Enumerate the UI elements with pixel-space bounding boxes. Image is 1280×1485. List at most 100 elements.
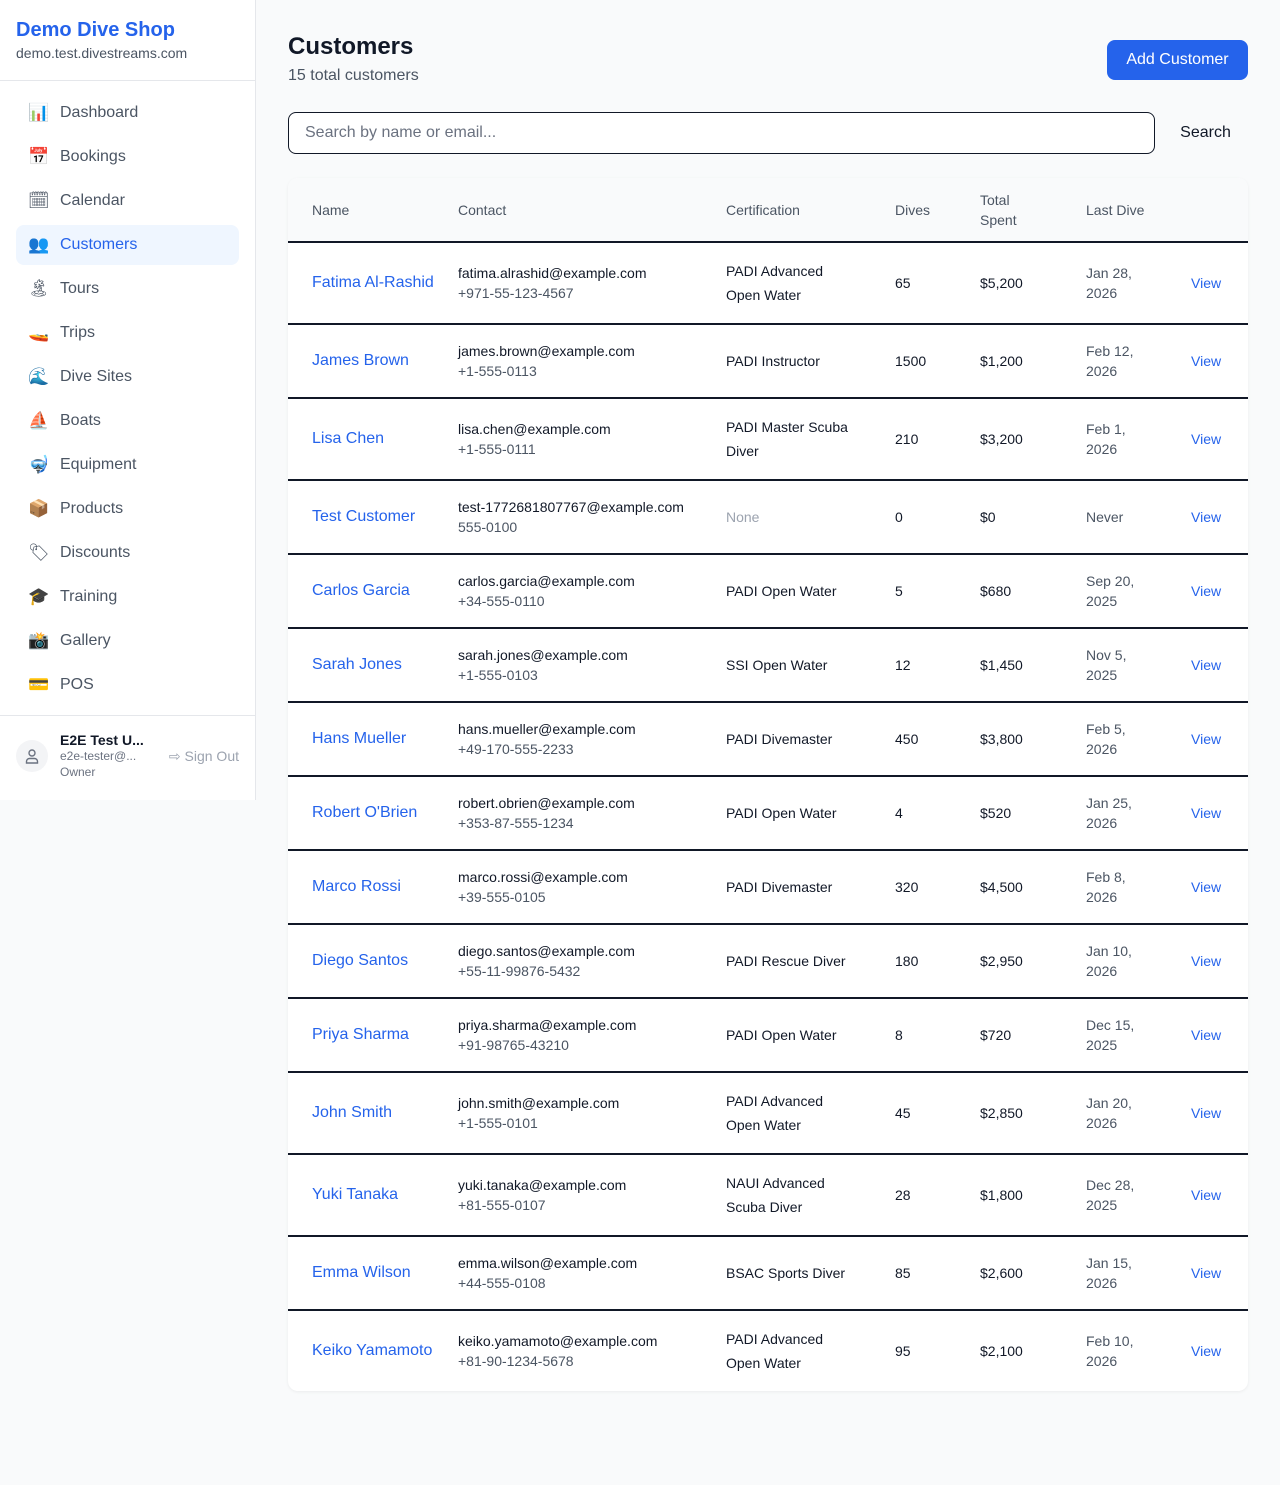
sidebar-item-bookings[interactable]: 📅 Bookings <box>16 137 239 177</box>
view-customer-link[interactable]: View <box>1191 1027 1222 1043</box>
customer-name-link[interactable]: Diego Santos <box>312 952 409 969</box>
search-button[interactable]: Search <box>1163 112 1248 154</box>
table-row: Yuki Tanaka yuki.tanaka@example.com +81-5… <box>288 1154 1248 1237</box>
customer-name-link[interactable]: Lisa Chen <box>312 430 385 447</box>
user-avatar-icon <box>16 740 48 772</box>
actions-cell: View <box>1167 850 1248 925</box>
contact-cell: test-1772681807767@example.com 555-0100 <box>434 480 702 555</box>
last-dive-cell: Never <box>1062 480 1167 555</box>
sidebar-item-label: Equipment <box>60 456 137 473</box>
sidebar-item-gallery[interactable]: 📸 Gallery <box>16 621 239 661</box>
customer-name-link[interactable]: Robert O'Brien <box>312 804 418 821</box>
view-customer-link[interactable]: View <box>1191 1187 1222 1203</box>
view-customer-link[interactable]: View <box>1191 731 1222 747</box>
sidebar-item-discounts[interactable]: 🏷 Discounts <box>16 533 239 573</box>
customer-name-link[interactable]: Test Customer <box>312 508 416 525</box>
sidebar-item-dashboard[interactable]: 📊 Dashboard <box>16 93 239 133</box>
total-spent-cell: $720 <box>956 998 1062 1073</box>
sidebar-item-calendar[interactable]: 🗓 Calendar <box>16 181 239 221</box>
certification-cell: PADI Master Scuba Diver <box>702 398 871 481</box>
view-customer-link[interactable]: View <box>1191 583 1222 599</box>
certification-cell: PADI Open Water <box>702 998 871 1073</box>
page-title: Customers <box>288 33 414 60</box>
calendar-icon: 🗓 <box>28 191 50 211</box>
contact-cell: john.smith@example.com +1-555-0101 <box>434 1072 702 1155</box>
chart-icon: 📊 <box>28 103 50 123</box>
sidebar-item-boats[interactable]: ⛵ Boats <box>16 401 239 441</box>
actions-cell: View <box>1167 1154 1248 1237</box>
calendar-date-icon: 📅 <box>28 147 50 167</box>
view-customer-link[interactable]: View <box>1191 431 1222 447</box>
customer-email: priya.sharma@example.com <box>458 1017 637 1033</box>
total-spent-cell: $3,800 <box>956 702 1062 777</box>
customer-name-link[interactable]: Priya Sharma <box>312 1026 409 1043</box>
sidebar-item-trips[interactable]: 🚤 Trips <box>16 313 239 353</box>
column-header-total-spent: Total Spent <box>956 178 1062 243</box>
name-cell: Lisa Chen <box>288 398 434 481</box>
contact-cell: diego.santos@example.com +55-11-99876-543… <box>434 924 702 999</box>
customer-count: 15 total customers <box>288 67 419 84</box>
last-dive-cell: Feb 12, 2026 <box>1062 324 1167 399</box>
view-customer-link[interactable]: View <box>1191 1343 1222 1359</box>
sidebar-item-equipment[interactable]: 🤿 Equipment <box>16 445 239 485</box>
customer-email: test-1772681807767@example.com <box>458 499 684 515</box>
name-cell: Emma Wilson <box>288 1236 434 1311</box>
view-customer-link[interactable]: View <box>1191 953 1222 969</box>
dives-cell: 95 <box>895 1343 911 1359</box>
total-spent-cell: $1,450 <box>956 628 1062 703</box>
certification: PADI Advanced Open Water <box>726 1093 824 1133</box>
contact-cell: priya.sharma@example.com +91-98765-43210 <box>434 998 702 1073</box>
last-dive-cell: Jan 25, 2026 <box>1062 776 1167 851</box>
sign-out-button[interactable]: ⇨ Sign Out <box>169 748 239 765</box>
brand-name[interactable]: Demo Dive Shop <box>16 19 175 41</box>
brand-domain: demo.test.divestreams.com <box>16 45 188 61</box>
customer-name-link[interactable]: Sarah Jones <box>312 656 402 673</box>
customer-phone: +91-98765-43210 <box>458 1037 569 1053</box>
table-row: Fatima Al-Rashid fatima.alrashid@example… <box>288 242 1248 325</box>
dives-cell: 45 <box>871 1072 956 1155</box>
sidebar-item-pos[interactable]: 💳 POS <box>16 665 239 705</box>
customer-phone: +353-87-555-1234 <box>458 815 574 831</box>
name-cell: Yuki Tanaka <box>288 1154 434 1237</box>
view-customer-link[interactable]: View <box>1191 805 1222 821</box>
customer-name-link[interactable]: John Smith <box>312 1104 393 1121</box>
actions-cell: View <box>1167 998 1248 1073</box>
customer-phone: +44-555-0108 <box>458 1275 546 1291</box>
customer-name-link[interactable]: James Brown <box>312 352 409 369</box>
sidebar-item-products[interactable]: 📦 Products <box>16 489 239 529</box>
certification: PADI Advanced Open Water <box>726 263 824 303</box>
customer-name-link[interactable]: Keiko Yamamoto <box>312 1342 433 1359</box>
sidebar-item-customers[interactable]: 👥 Customers <box>16 225 239 265</box>
view-customer-link[interactable]: View <box>1191 1265 1222 1281</box>
customer-name-link[interactable]: Fatima Al-Rashid <box>312 274 434 291</box>
dives-cell: 85 <box>871 1236 956 1311</box>
sidebar-item-tours[interactable]: 🏝 Tours <box>16 269 239 309</box>
customer-phone: +1-555-0111 <box>458 441 536 457</box>
customer-name-link[interactable]: Emma Wilson <box>312 1264 411 1281</box>
contact-cell: hans.mueller@example.com +49-170-555-2233 <box>434 702 702 777</box>
view-customer-link[interactable]: View <box>1191 275 1222 291</box>
wave-icon: 🌊 <box>28 367 50 387</box>
customer-name-link[interactable]: Hans Mueller <box>312 730 407 747</box>
sidebar-item-training[interactable]: 🎓 Training <box>16 577 239 617</box>
last-dive-cell: Sep 20, 2025 <box>1062 554 1167 629</box>
customer-email: james.brown@example.com <box>458 343 635 359</box>
add-customer-button[interactable]: Add Customer <box>1107 40 1248 80</box>
customer-email: diego.santos@example.com <box>458 943 635 959</box>
customer-name-link[interactable]: Marco Rossi <box>312 878 401 895</box>
last-dive-cell: Feb 5, 2026 <box>1062 702 1167 777</box>
dives-cell: 5 <box>871 554 956 629</box>
view-customer-link[interactable]: View <box>1191 353 1222 369</box>
sidebar-item-dive-sites[interactable]: 🌊 Dive Sites <box>16 357 239 397</box>
column-header-actions <box>1167 178 1248 243</box>
customer-name-link[interactable]: Carlos Garcia <box>312 582 410 599</box>
customer-phone: +81-555-0107 <box>458 1197 546 1213</box>
total-spent-cell: $680 <box>956 554 1062 629</box>
customer-name-link[interactable]: Yuki Tanaka <box>312 1186 398 1203</box>
view-customer-link[interactable]: View <box>1191 879 1222 895</box>
view-customer-link[interactable]: View <box>1191 1105 1222 1121</box>
table-row: Keiko Yamamoto keiko.yamamoto@example.co… <box>288 1310 1248 1391</box>
view-customer-link[interactable]: View <box>1191 509 1222 525</box>
search-input[interactable] <box>288 112 1155 154</box>
view-customer-link[interactable]: View <box>1191 657 1222 673</box>
